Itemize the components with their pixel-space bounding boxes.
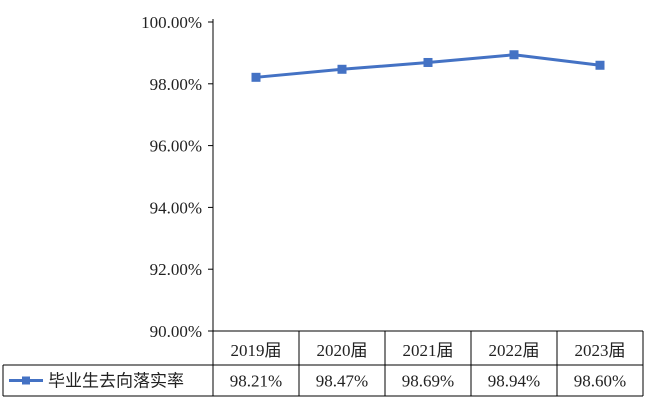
data-value-label: 98.47% — [316, 372, 368, 391]
y-tick-label: 92.00% — [150, 260, 202, 279]
x-category-label: 2022届 — [489, 341, 540, 360]
data-point-marker — [595, 60, 605, 70]
x-category-label: 2023届 — [575, 341, 626, 360]
data-point-marker — [423, 57, 433, 67]
legend-marker-key — [22, 376, 30, 385]
data-value-label: 98.94% — [488, 372, 540, 391]
data-point-marker — [509, 50, 519, 60]
y-tick-label: 94.00% — [150, 198, 202, 217]
y-axis: 90.00% 92.00% 94.00% 96.00% 98.00% 100.00% — [141, 13, 214, 341]
data-value-label: 98.21% — [230, 372, 282, 391]
y-tick-label: 98.00% — [150, 75, 202, 94]
legend-series-name: 毕业生去向落实率 — [48, 372, 184, 391]
x-category-label: 2020届 — [317, 341, 368, 360]
y-tick-label: 90.00% — [150, 322, 202, 341]
x-category-label: 2021届 — [403, 341, 454, 360]
data-value-label: 98.60% — [574, 372, 626, 391]
data-point-marker — [337, 64, 347, 74]
y-tick-label: 100.00% — [141, 13, 202, 32]
data-value-label: 98.69% — [402, 372, 454, 391]
x-category-label: 2019届 — [231, 341, 282, 360]
series-layer — [251, 50, 605, 82]
y-tick-label: 96.00% — [150, 137, 202, 156]
data-point-marker — [251, 72, 261, 82]
